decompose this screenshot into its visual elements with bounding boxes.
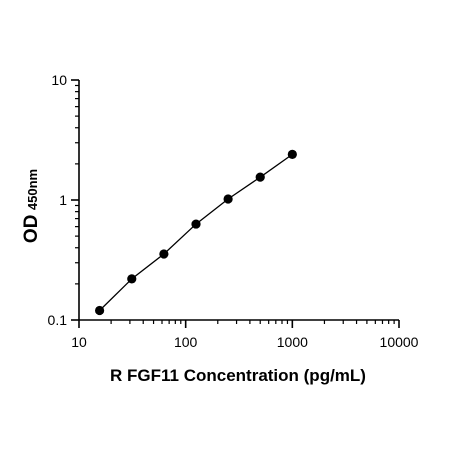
data-point xyxy=(255,172,265,182)
axes-layer: 10 100 1000 10000 0.1 1 10 xyxy=(48,72,419,350)
y-tick-label: 1 xyxy=(59,192,67,208)
x-tick-label: 1000 xyxy=(277,334,308,350)
y-tick-label: 0.1 xyxy=(48,312,68,328)
data-point xyxy=(287,149,297,159)
y-axis-title: OD 450nm xyxy=(21,169,42,243)
y-axis-title-subscript: 450nm xyxy=(25,169,40,210)
x-axis-title: R FGF11 Concentration (pg/mL) xyxy=(110,366,366,385)
data-points-layer xyxy=(94,149,297,316)
y-axis-title-main: OD xyxy=(21,215,42,244)
y-tick-label: 10 xyxy=(51,72,67,88)
data-point xyxy=(191,219,201,229)
x-tick-label: 10000 xyxy=(380,334,419,350)
data-point xyxy=(159,249,169,259)
x-tick-label: 100 xyxy=(174,334,198,350)
data-point xyxy=(127,274,137,284)
labels-layer: R FGF11 Concentration (pg/mL) OD 450nm xyxy=(21,169,366,385)
data-point xyxy=(94,305,105,316)
x-tick-label: 10 xyxy=(71,334,87,350)
data-point xyxy=(223,194,233,204)
